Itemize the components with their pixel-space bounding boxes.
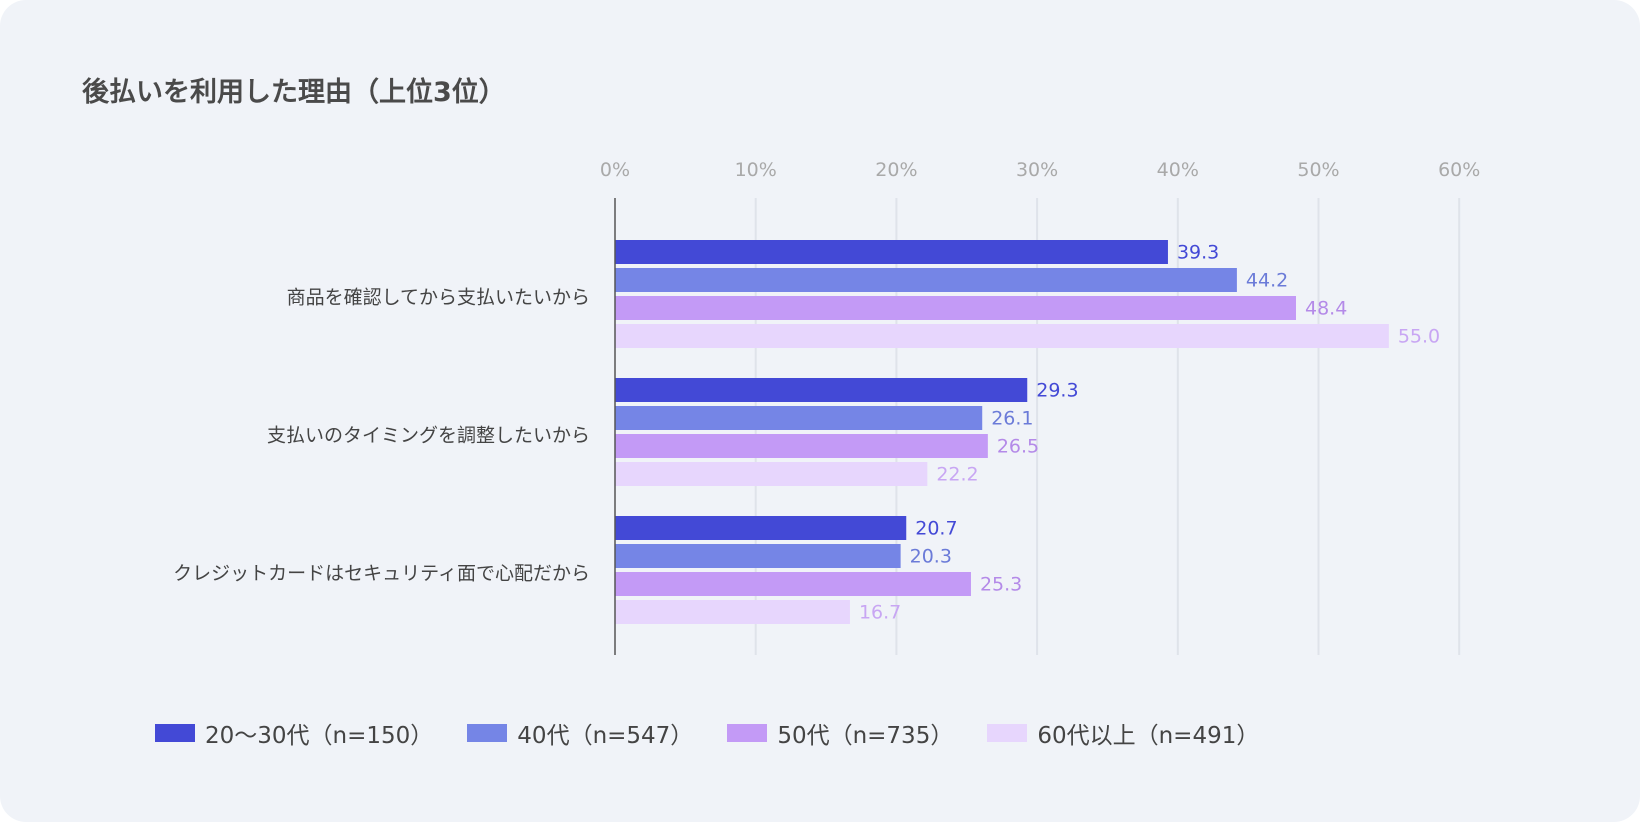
x-tick-label: 10% [735, 159, 777, 181]
legend-item: 20〜30代（n=150） [155, 716, 433, 750]
data-label: 16.7 [859, 602, 901, 624]
x-tick-label: 20% [875, 159, 917, 181]
data-label: 26.5 [997, 436, 1039, 458]
legend-swatch [155, 724, 195, 742]
legend-swatch [727, 724, 768, 742]
data-label: 29.3 [1036, 380, 1078, 402]
data-label: 39.3 [1177, 242, 1219, 264]
legend-label: 60代以上（n=491） [1037, 723, 1260, 749]
legend-item: 50代（n=735） [727, 716, 953, 750]
x-tick-label: 50% [1297, 159, 1339, 181]
bar [615, 462, 928, 486]
data-label: 25.3 [980, 574, 1022, 596]
bar [615, 544, 901, 568]
legend-item: 60代以上（n=491） [987, 716, 1259, 750]
bar [615, 406, 983, 430]
bar [615, 434, 988, 458]
data-label: 20.3 [910, 546, 952, 568]
chart-title: 後払いを利用した理由（上位3位） [82, 77, 506, 108]
bar [615, 324, 1389, 348]
category-label: クレジットカードはセキュリティ面で心配だから [173, 563, 590, 585]
bar [615, 268, 1237, 292]
bar [615, 600, 850, 624]
data-label: 48.4 [1305, 298, 1347, 320]
category-label: 商品を確認してから支払いたいから [287, 287, 590, 309]
legend: 20〜30代（n=150） 40代（n=547） 50代（n=735） 60代以上（n… [155, 716, 1293, 750]
data-label: 20.7 [915, 518, 957, 540]
bar [615, 240, 1168, 264]
data-label: 55.0 [1398, 326, 1440, 348]
data-label: 44.2 [1246, 270, 1288, 292]
legend-swatch [467, 724, 508, 742]
bar [615, 378, 1028, 402]
x-tick-label: 0% [600, 159, 630, 181]
data-label: 26.1 [991, 408, 1033, 430]
legend-label: 50代（n=735） [777, 723, 954, 749]
legend-swatch [987, 724, 1028, 742]
x-tick-label: 60% [1438, 159, 1480, 181]
category-label: 支払いのタイミングを調整したいから [267, 425, 590, 447]
legend-label: 40代（n=547） [517, 723, 694, 749]
bar [615, 516, 907, 540]
x-tick-label: 40% [1157, 159, 1199, 181]
legend-item: 40代（n=547） [467, 716, 693, 750]
bar-chart: 0% 10% 20% 30% 40% 50% 60% 商品を確認してから支払いたいから 39.3… [173, 159, 1480, 655]
bar [615, 572, 971, 596]
legend-label: 20〜30代（n=150） [205, 723, 434, 749]
data-label: 22.2 [936, 464, 978, 486]
x-tick-label: 30% [1016, 159, 1058, 181]
bar [615, 296, 1296, 320]
